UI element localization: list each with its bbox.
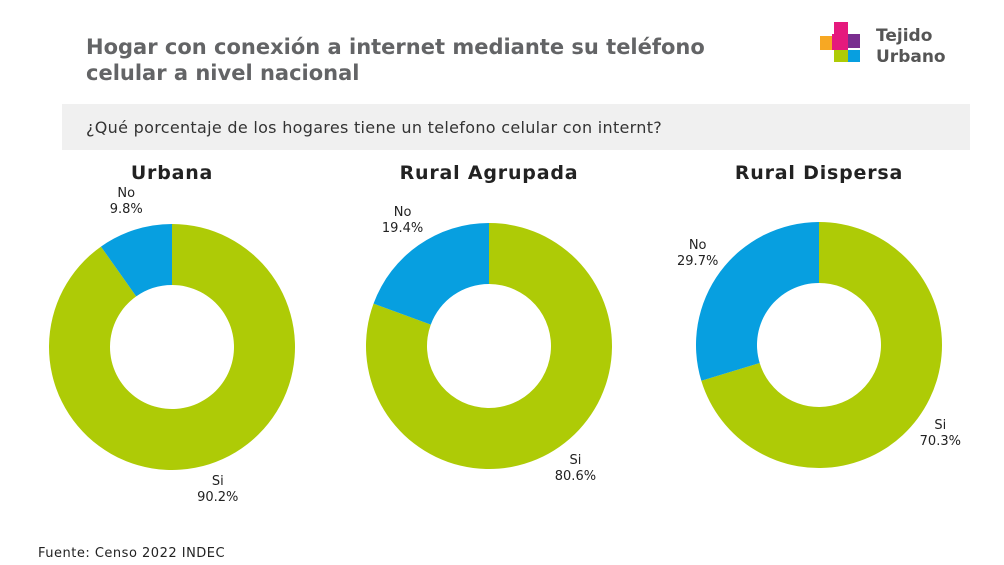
slice-label: No bbox=[394, 205, 412, 220]
slice-label: Si bbox=[569, 453, 581, 468]
title: Hogar con conexión a internet mediante s… bbox=[86, 35, 705, 85]
value-label: 70.3% bbox=[920, 434, 961, 449]
slice bbox=[696, 222, 819, 381]
value-label: 90.2% bbox=[197, 490, 238, 505]
logo: Tejido Urbano bbox=[818, 20, 958, 80]
slice bbox=[373, 223, 489, 325]
value-label: 9.8% bbox=[110, 202, 143, 217]
slice-label: Si bbox=[212, 474, 224, 489]
value-label: 19.4% bbox=[382, 221, 423, 236]
slice bbox=[701, 222, 942, 469]
slice-label: No bbox=[689, 238, 707, 253]
value-label: 29.7% bbox=[677, 254, 718, 269]
slice bbox=[49, 224, 296, 470]
question-box: ¿Qué porcentaje de los hogares tiene un … bbox=[62, 104, 970, 150]
slice-label: No bbox=[117, 186, 135, 201]
logo-icon bbox=[820, 22, 860, 62]
logo-text: Tejido bbox=[876, 26, 933, 46]
question: ¿Qué porcentaje de los hogares tiene un … bbox=[86, 118, 663, 137]
slice bbox=[366, 223, 612, 469]
source: Fuente: Censo 2022 INDEC bbox=[38, 546, 226, 561]
chart-title: Rural Agrupada bbox=[400, 162, 579, 184]
chart-title: Rural Dispersa bbox=[735, 162, 903, 184]
value-label: 80.6% bbox=[555, 469, 596, 484]
slice bbox=[100, 224, 172, 297]
slice-label: Si bbox=[934, 418, 946, 433]
logo-text: Urbano bbox=[876, 47, 946, 67]
chart-title: Urbana bbox=[131, 162, 213, 184]
